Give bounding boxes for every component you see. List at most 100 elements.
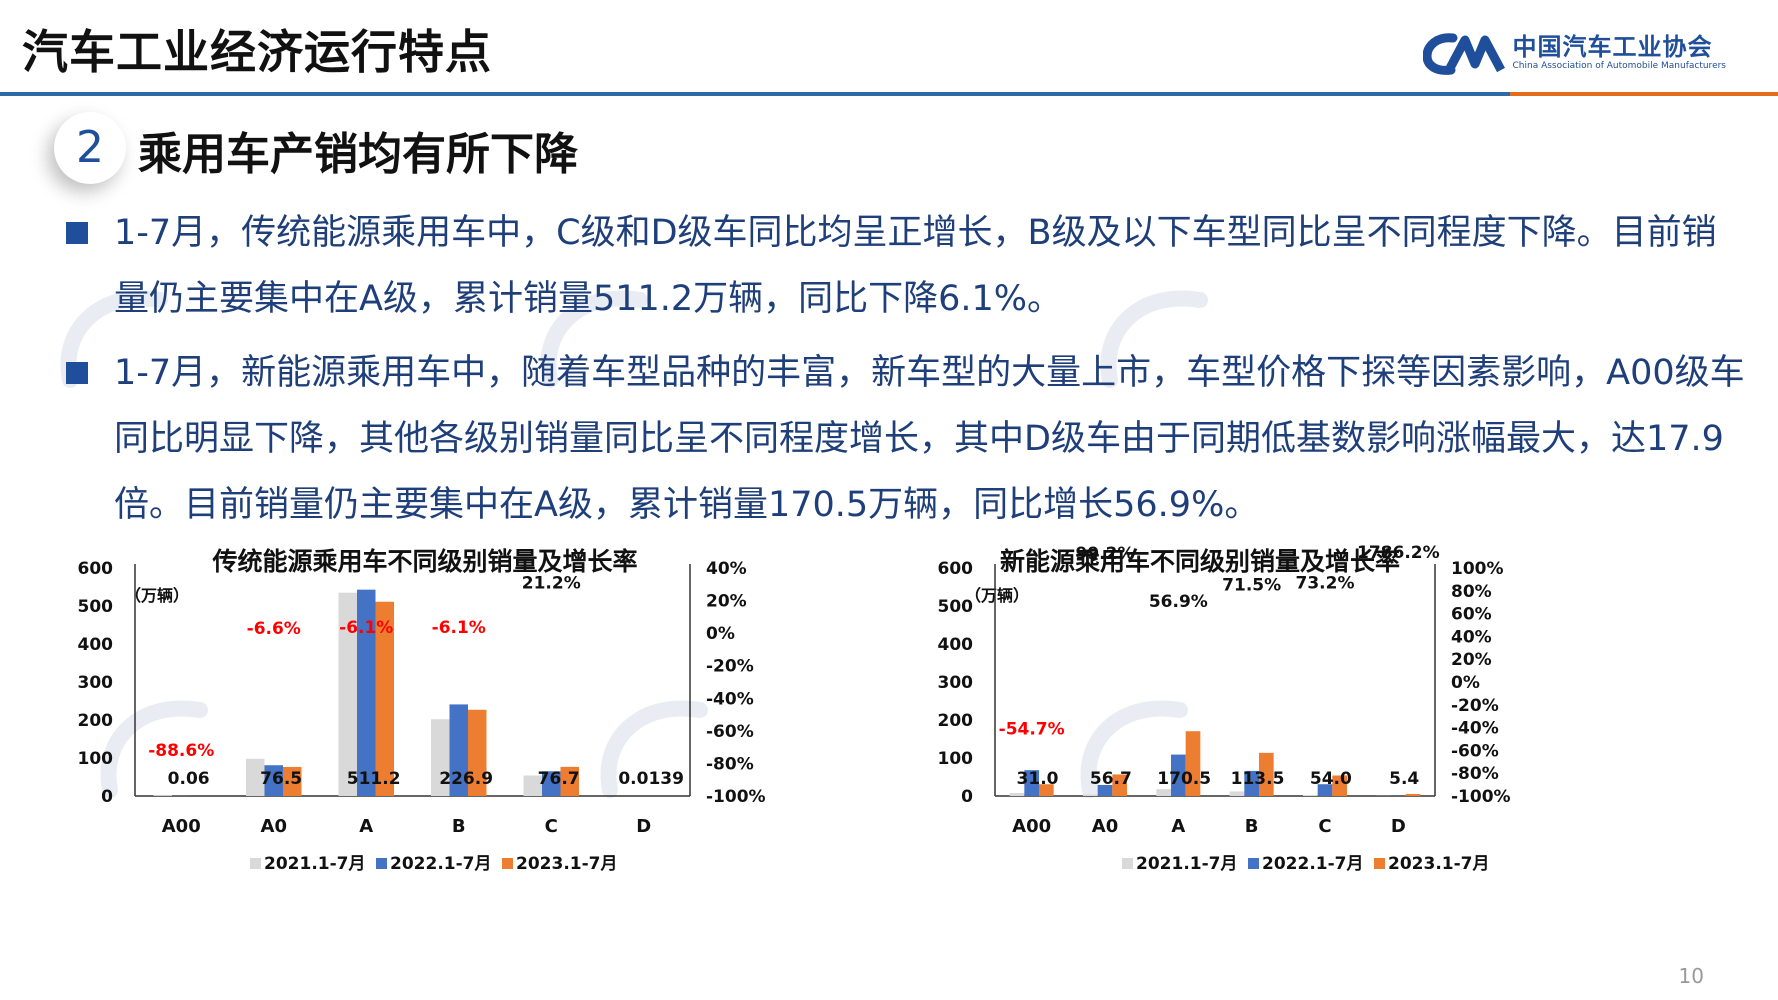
- value-label: 54.0: [1310, 769, 1352, 789]
- growth-rate-label: 73.2%: [1296, 574, 1355, 594]
- growth-rate-label: 99.2%: [1076, 544, 1135, 564]
- bar-1: [1083, 794, 1098, 796]
- legend: 2021.1-7月 2022.1-7月 2023.1-7月: [1122, 854, 1490, 874]
- legend-label: 2022.1-7月: [1262, 854, 1364, 874]
- bar-1: [1009, 792, 1025, 796]
- bar-3: [283, 766, 302, 796]
- unit-label: （万辆）: [125, 586, 189, 605]
- y2-tick-label: 40%: [1451, 627, 1492, 647]
- bar-2: [1024, 770, 1039, 796]
- y-tick-label: 600: [78, 559, 114, 579]
- chart-title: 新能源乘用车不同级别销量及增长率: [1000, 547, 1400, 576]
- bullet-item: 1-7月，新能源乘用车中，随着车型品种的丰富，新车型的大量上市，车型价格下探等因…: [66, 340, 1746, 538]
- growth-rate-label: -54.7%: [999, 719, 1065, 739]
- y2-tick-label: -100%: [706, 787, 766, 807]
- bar-1: [1156, 789, 1171, 796]
- y-tick-label: 200: [78, 711, 114, 731]
- y-tick-label: 0: [961, 787, 973, 807]
- chart-new-energy: 新能源乘用车不同级别销量及增长率 （万辆） 0 100 200 300 400 500 600 -…: [938, 543, 1511, 874]
- y2-tick-label: -80%: [1451, 764, 1499, 784]
- bar-1: [523, 775, 542, 796]
- category-label: D: [1391, 816, 1406, 837]
- growth-rate-label: -6.6%: [247, 619, 301, 639]
- bar-3: [1332, 775, 1347, 796]
- chart-title: 传统能源乘用车不同级别销量及增长率: [211, 547, 637, 576]
- y2-tick-label: 100%: [1451, 559, 1504, 579]
- bar-3: [1039, 784, 1054, 796]
- y2-tick-label: 40%: [706, 559, 747, 579]
- page-number: 10: [1678, 964, 1704, 988]
- legend-swatch: [1122, 858, 1133, 869]
- value-label: 31.0: [1017, 769, 1059, 789]
- legend-label: 2023.1-7月: [1388, 854, 1490, 874]
- category-label: A00: [162, 816, 201, 837]
- y2-tick-label: 0%: [706, 624, 735, 644]
- y2-tick-label: 60%: [1451, 605, 1492, 625]
- section-number-badge: 2: [54, 112, 126, 184]
- bar-2: [1244, 770, 1259, 796]
- bar-3: [1185, 731, 1201, 796]
- growth-rate-label: 71.5%: [1222, 575, 1281, 595]
- value-label: 226.9: [439, 769, 493, 789]
- growth-rate-label: 56.9%: [1149, 592, 1208, 612]
- bar-1: [431, 719, 450, 796]
- bar-3: [468, 709, 487, 796]
- bar-1: [1229, 791, 1245, 796]
- bullet-text: 1-7月，新能源乘用车中，随着车型品种的丰富，新车型的大量上市，车型价格下探等因…: [114, 353, 1745, 525]
- y-tick-label: 600: [938, 559, 974, 579]
- value-label: 76.5: [260, 769, 302, 789]
- category-label: A0: [261, 816, 287, 837]
- y2-tick-label: -80%: [706, 754, 754, 774]
- growth-rate-label: -6.1%: [339, 618, 393, 638]
- value-label: 511.2: [347, 769, 401, 789]
- growth-rate-label: 1786.2%: [1357, 543, 1440, 563]
- category-label: A0: [1092, 816, 1118, 837]
- value-label: 0.0139: [618, 769, 684, 789]
- bar-3: [375, 601, 394, 796]
- y2-tick-label: -60%: [1451, 741, 1499, 761]
- section-title: 乘用车产销均有所下降: [138, 129, 578, 180]
- bar-1: [1303, 794, 1318, 796]
- bar-2: [264, 765, 283, 796]
- chart-traditional-energy: 传统能源乘用车不同级别销量及增长率 （万辆） 0 100 200 300 400 500 600…: [78, 547, 766, 874]
- logo-en-text: China Association of Automobile Manufact…: [1512, 61, 1726, 71]
- y2-tick-label: -100%: [1451, 787, 1511, 807]
- growth-rate-label: -88.6%: [148, 741, 214, 761]
- category-label: B: [1245, 816, 1259, 837]
- category-label: B: [452, 816, 466, 837]
- legend-swatch: [1374, 858, 1385, 869]
- logo-cn-text: 中国汽车工业协会: [1512, 33, 1713, 61]
- category-label: A: [1171, 816, 1185, 837]
- y-tick-label: 400: [78, 635, 114, 655]
- y-tick-label: 500: [78, 597, 114, 617]
- bullet-item: 1-7月，传统能源乘用车中，C级和D级车同比均呈正增长，B级及以下车型同比呈不同…: [66, 200, 1746, 332]
- bar-2: [1317, 784, 1333, 796]
- legend-swatch: [376, 858, 387, 869]
- bullet-text: 1-7月，传统能源乘用车中，C级和D级车同比均呈正增长，B级及以下车型同比呈不同…: [114, 213, 1717, 319]
- legend-swatch: [502, 858, 513, 869]
- value-label: 76.7: [538, 769, 580, 789]
- category-label: A00: [1012, 816, 1051, 837]
- bar-2: [449, 704, 468, 796]
- caam-logo: 中国汽车工业协会 China Association of Automobile…: [1422, 28, 1726, 78]
- y-tick-label: 100: [938, 749, 974, 769]
- value-label: 0.06: [168, 769, 210, 789]
- legend: 2021.1-7月 2022.1-7月 2023.1-7月: [250, 854, 618, 874]
- category-label: A: [359, 816, 373, 837]
- value-label: 170.5: [1157, 769, 1211, 789]
- y2-tick-label: -60%: [706, 722, 754, 742]
- y-tick-label: 400: [938, 635, 974, 655]
- legend-label: 2022.1-7月: [390, 854, 492, 874]
- y-tick-label: 0: [101, 787, 113, 807]
- bullet-list: 1-7月，传统能源乘用车中，C级和D级车同比均呈正增长，B级及以下车型同比呈不同…: [66, 200, 1746, 546]
- bar-3: [1259, 752, 1274, 796]
- bar-3: [1405, 793, 1421, 796]
- y2-tick-label: -20%: [706, 657, 754, 677]
- y-tick-label: 500: [938, 597, 974, 617]
- bar-2: [1097, 784, 1113, 796]
- bar-3: [560, 766, 579, 796]
- bar-1: [153, 795, 172, 796]
- y2-tick-label: 20%: [706, 592, 747, 612]
- value-label: 56.7: [1090, 769, 1132, 789]
- bullet-square-icon: [66, 362, 88, 384]
